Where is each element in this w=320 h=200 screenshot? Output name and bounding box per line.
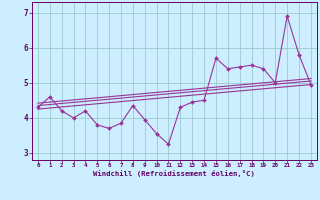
X-axis label: Windchill (Refroidissement éolien,°C): Windchill (Refroidissement éolien,°C) (93, 170, 255, 177)
